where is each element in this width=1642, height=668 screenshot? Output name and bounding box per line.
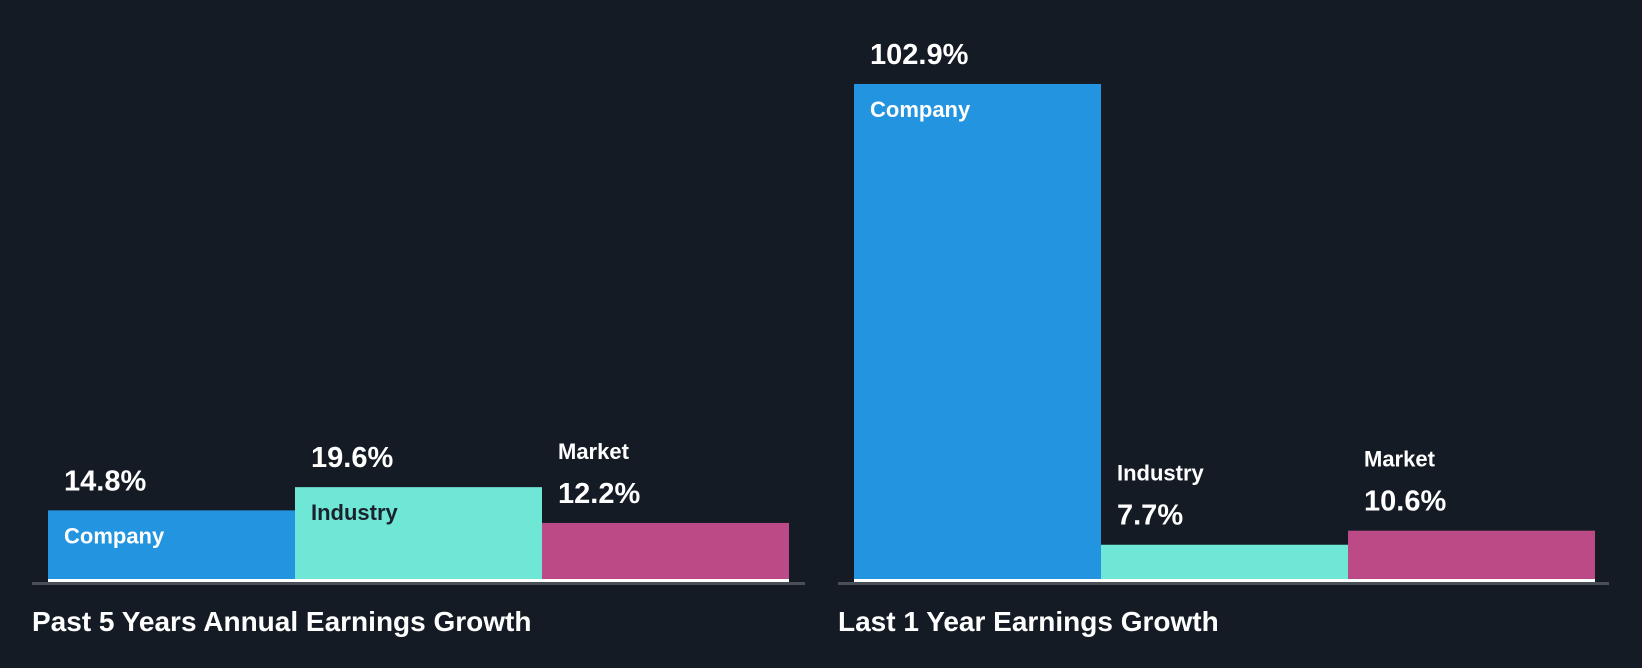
bar-base — [48, 579, 295, 582]
category-label: Company — [64, 523, 165, 548]
bar-base — [295, 579, 542, 582]
value-label: 102.9% — [870, 39, 969, 71]
bar-base — [542, 579, 789, 582]
value-label: 7.7% — [1117, 500, 1183, 532]
value-label: 14.8% — [64, 465, 146, 497]
axis-line — [838, 582, 1609, 585]
category-label: Company — [870, 97, 971, 122]
bar-company — [854, 83, 1101, 583]
value-label: 12.2% — [558, 478, 640, 510]
category-label: Industry — [1117, 461, 1205, 486]
bar-market — [542, 522, 789, 582]
bar-base — [1348, 579, 1595, 582]
bar-market — [1348, 530, 1595, 582]
category-label: Market — [558, 439, 630, 464]
value-label: 19.6% — [311, 442, 393, 474]
bar-company — [48, 510, 295, 582]
bar-base — [1101, 579, 1348, 582]
category-label: Industry — [311, 500, 399, 525]
value-label: 10.6% — [1364, 486, 1446, 518]
bar-industry — [295, 487, 542, 582]
axis-line — [32, 582, 805, 585]
bar-industry — [1101, 544, 1348, 582]
chart-title-last-1-year: Last 1 Year Earnings Growth — [838, 606, 1219, 637]
chart-title-past-5-years: Past 5 Years Annual Earnings Growth — [32, 606, 532, 637]
bar-base — [854, 579, 1101, 582]
category-label: Market — [1364, 447, 1436, 472]
